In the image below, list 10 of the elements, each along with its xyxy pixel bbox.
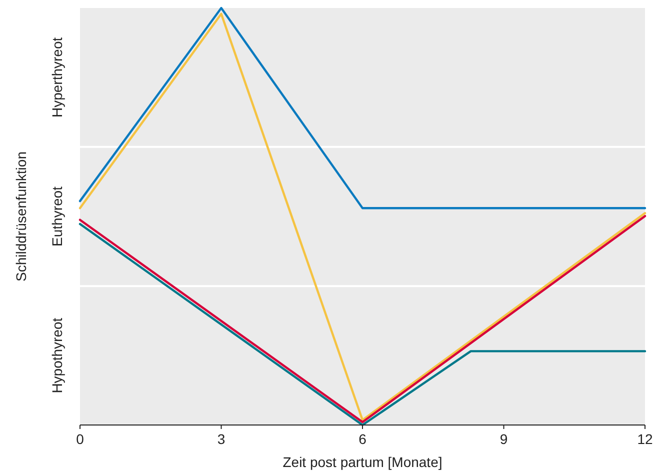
- x-tick-label: 0: [76, 431, 84, 447]
- x-tick-label: 3: [217, 431, 226, 447]
- x-axis-title: Zeit post partum [Monate]: [282, 454, 442, 470]
- x-tick-label: 6: [358, 431, 367, 447]
- x-tick-label: 12: [637, 431, 653, 447]
- text: Hypothyreot: [49, 318, 65, 394]
- text: Hyperthyreot: [49, 37, 65, 118]
- y-axis-title: Schilddrüsenfunktion: [13, 152, 29, 282]
- text: Euthyreot: [49, 186, 65, 246]
- x-tick-label: 9: [500, 431, 508, 447]
